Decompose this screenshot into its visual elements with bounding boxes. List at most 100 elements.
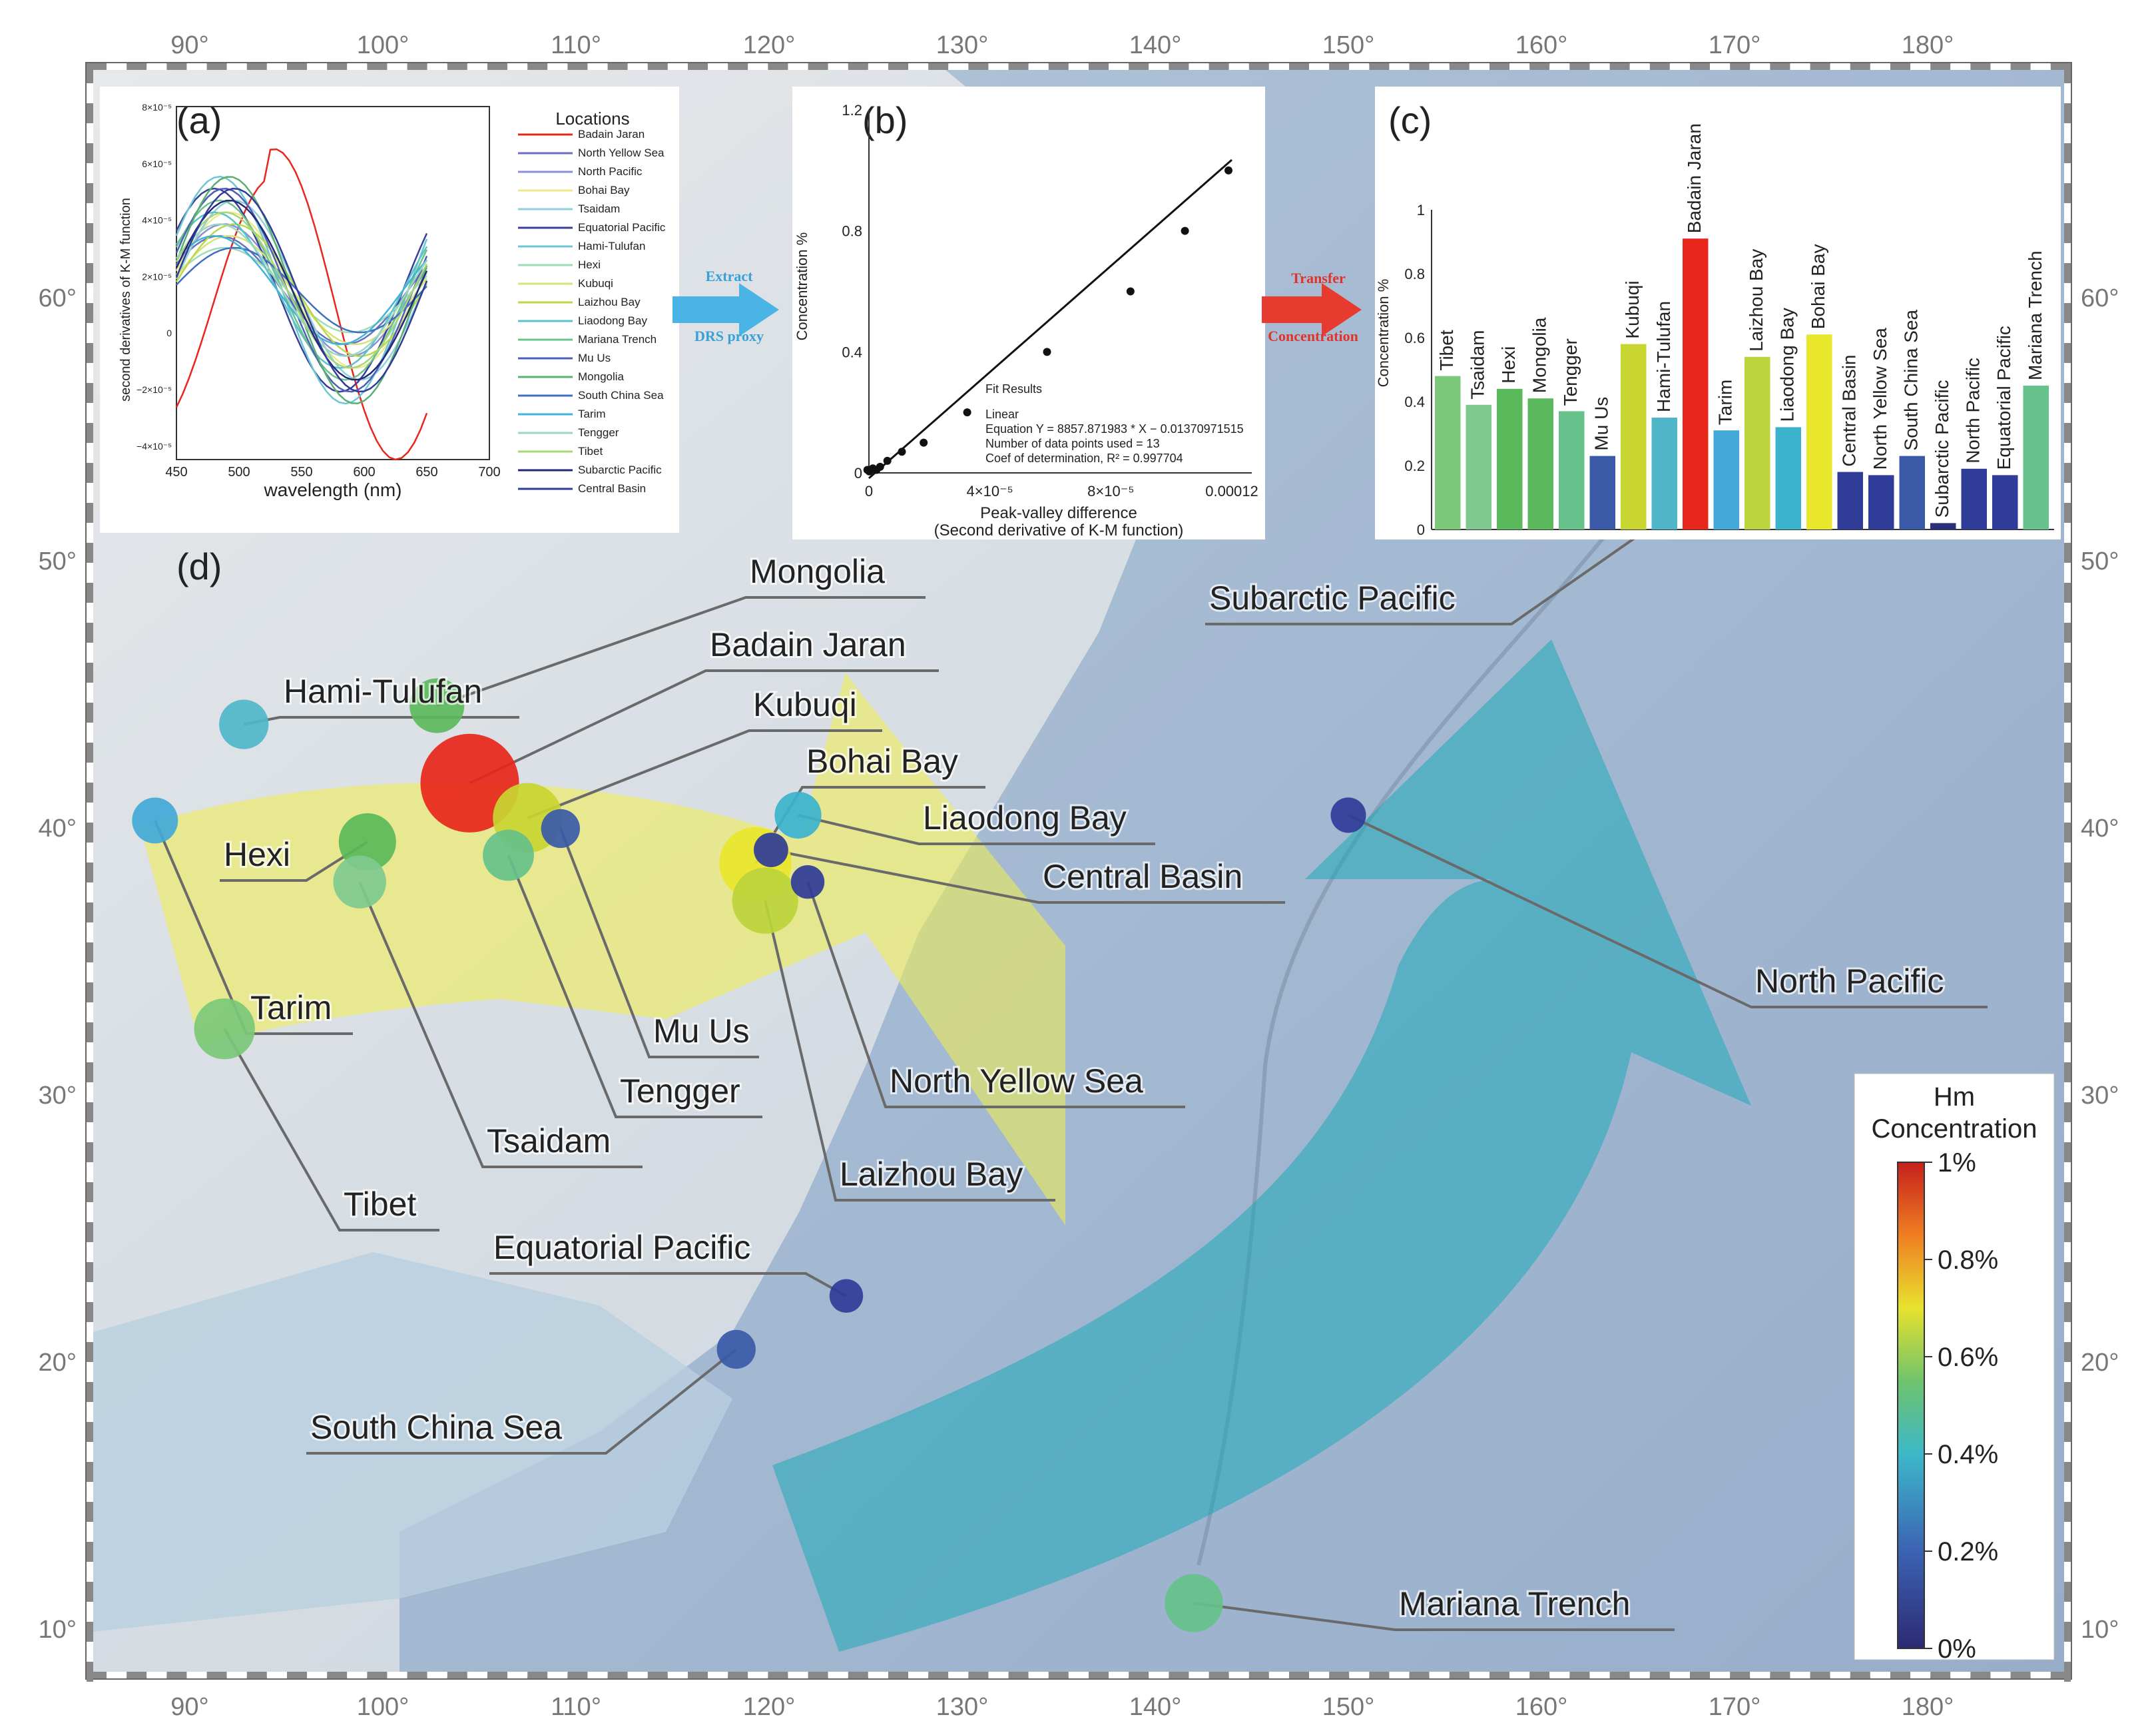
frame-tick xyxy=(1469,63,1489,70)
legend-liaodong-bay: Liaodong Bay xyxy=(578,314,647,327)
frame-tick xyxy=(788,1672,808,1678)
frame-tick xyxy=(87,543,93,563)
marker-hexi[interactable] xyxy=(338,813,396,871)
panel-a-ytick: −4×10⁻⁵ xyxy=(136,441,172,452)
marker-tsaidam[interactable] xyxy=(333,855,386,908)
frame-tick xyxy=(2064,83,2071,103)
frame-tick xyxy=(87,882,93,902)
frame-tick xyxy=(507,63,528,70)
bar-label-tibet: Tibet xyxy=(1436,330,1457,370)
label-kubuqi: Kubuqi xyxy=(753,686,857,723)
frame-tick xyxy=(226,63,247,70)
frame-tick xyxy=(1349,1672,1370,1678)
frame-tick xyxy=(888,63,908,70)
panel-a-label: (a) xyxy=(176,99,222,141)
frame-tick xyxy=(2064,703,2071,723)
leader-tibet xyxy=(223,1028,439,1231)
fit-title: Fit Results xyxy=(985,382,1042,396)
marker-laizhou-bay[interactable] xyxy=(732,867,798,934)
frame-tick xyxy=(87,143,93,163)
lon-tick-label: 100° xyxy=(357,31,409,59)
frame-tick xyxy=(87,1022,93,1042)
frame-tick xyxy=(1149,1672,1169,1678)
latitude-ticks-right: 60° 50° 40° 30° 20° 10° xyxy=(2081,284,2119,1644)
fit-line xyxy=(868,159,1232,480)
frame-tick xyxy=(87,123,93,143)
legend-kubuqi: Kubuqi xyxy=(578,277,613,290)
frame-tick xyxy=(2064,1222,2071,1242)
marker-central-basin[interactable] xyxy=(754,833,788,867)
panel-c-ytick: 0 xyxy=(1417,521,1425,538)
frame-tick xyxy=(1449,1672,1470,1678)
frame-tick xyxy=(2064,143,2071,163)
frame-tick xyxy=(527,1672,548,1678)
frame-tick xyxy=(166,63,187,70)
frame-tick xyxy=(87,1042,93,1062)
frame-tick xyxy=(948,63,969,70)
marker-south-china-sea[interactable] xyxy=(716,1329,756,1369)
panel-b-label: (b) xyxy=(862,99,908,141)
marker-tarim[interactable] xyxy=(132,797,178,844)
frame-tick xyxy=(1750,1672,1770,1678)
marker-mongolia[interactable] xyxy=(409,678,465,733)
lat-tick-label: 60° xyxy=(2081,284,2119,312)
frame-tick xyxy=(87,103,93,123)
marker-tengger[interactable] xyxy=(483,829,534,881)
panel-c-ylabel: Concentration % xyxy=(1375,279,1392,388)
frame-tick xyxy=(2064,1622,2071,1642)
frame-tick xyxy=(2064,1482,2071,1502)
label-central-basin: Central Basin xyxy=(1043,858,1242,895)
marker-liaodong-bay[interactable] xyxy=(774,791,822,839)
frame-tick xyxy=(1910,1672,1931,1678)
lat-tick-label: 40° xyxy=(39,815,77,843)
frame-tick xyxy=(87,1402,93,1422)
frame-tick xyxy=(1109,63,1129,70)
calibration-point xyxy=(883,456,892,465)
panel-c-ytick: 1 xyxy=(1417,202,1425,218)
frame-tick xyxy=(2064,1502,2071,1522)
marker-hami-tulufan[interactable] xyxy=(219,699,269,749)
panel-b-ytick: 0 xyxy=(854,465,862,482)
marker-north-pacific[interactable] xyxy=(1330,797,1366,833)
legend-badain-jaran: Badain Jaran xyxy=(578,128,645,141)
frame-tick xyxy=(988,63,1009,70)
panel-a-xlabel: wavelength (nm) xyxy=(264,480,402,500)
frame-tick xyxy=(2064,163,2071,183)
frame-tick xyxy=(2064,1202,2071,1222)
frame-tick xyxy=(968,63,989,70)
marker-equatorial-pacific[interactable] xyxy=(829,1279,864,1313)
frame-tick xyxy=(888,1672,908,1678)
label-hami-tulufan: Hami-Tulufan xyxy=(284,673,482,710)
bar-liaodong-bay xyxy=(1775,427,1801,529)
marker-mu-us[interactable] xyxy=(541,809,580,849)
frame-tick xyxy=(87,922,93,942)
bar-label-hami-tulufan: Hami-Tulufan xyxy=(1653,301,1674,412)
panel-c-ytick: 0.6 xyxy=(1404,330,1425,346)
frame-tick xyxy=(186,1672,207,1678)
frame-tick xyxy=(2064,343,2071,363)
frame-tick xyxy=(2064,1442,2071,1462)
frame-tick xyxy=(87,583,93,603)
fit-line-text: Linear xyxy=(985,408,1019,421)
frame-tick xyxy=(708,1672,728,1678)
frame-tick xyxy=(1990,1672,2011,1678)
frame-tick xyxy=(2010,1672,2031,1678)
frame-tick xyxy=(948,1672,969,1678)
frame-tick xyxy=(2064,503,2071,523)
frame-tick xyxy=(667,1672,688,1678)
bar-label-equatorial-pacific: Equatorial Pacific xyxy=(1994,326,2014,470)
marker-tibet[interactable] xyxy=(194,998,255,1060)
panel-a-ytick: 4×10⁻⁵ xyxy=(142,215,172,226)
frame-tick xyxy=(87,463,93,483)
frame-tick xyxy=(487,63,507,70)
frame-tick xyxy=(868,63,888,70)
label-tibet: Tibet xyxy=(344,1186,416,1223)
colorbar-title-2: Concentration xyxy=(1871,1114,2037,1144)
marker-north-yellow-sea[interactable] xyxy=(790,865,825,899)
lon-tick-label: 100° xyxy=(357,1693,409,1721)
frame-tick xyxy=(1870,1672,1890,1678)
leader-north-yellow-sea xyxy=(806,881,1185,1108)
frame-tick xyxy=(87,1562,93,1582)
frame-tick xyxy=(87,1182,93,1202)
marker-mariana-trench[interactable] xyxy=(1165,1574,1223,1632)
